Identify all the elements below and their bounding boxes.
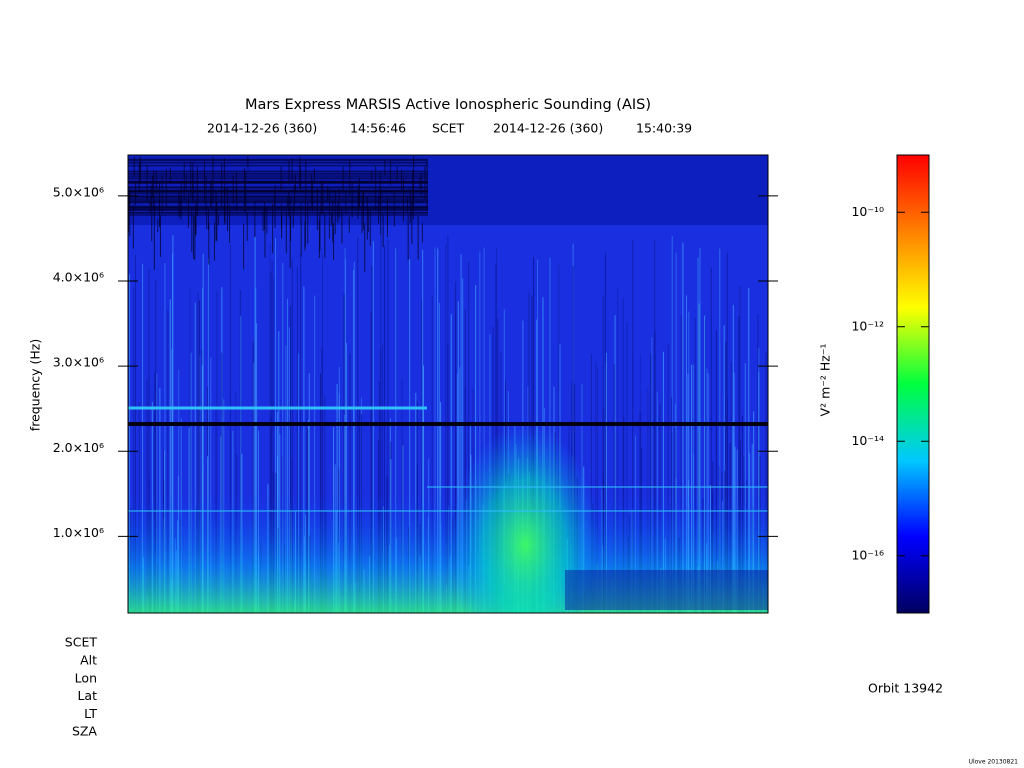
time-label: SCET — [432, 121, 465, 136]
plot-frame — [127, 154, 769, 614]
y-axis-label: frequency (Hz) — [28, 339, 43, 431]
ephemeris-label: Lat — [77, 688, 97, 703]
orbit-label: Orbit 13942 — [868, 681, 943, 696]
colorbar-label: V² m⁻² Hz⁻¹ — [818, 344, 833, 417]
start-time: 14:56:46 — [350, 121, 406, 136]
y-tick-label: 1.0×10⁶ — [53, 525, 104, 540]
y-tick-label: 3.0×10⁶ — [53, 355, 104, 370]
y-tick-label: 2.0×10⁶ — [53, 440, 104, 455]
y-tick-label: 5.0×10⁶ — [53, 184, 104, 199]
dark-low — [565, 570, 768, 610]
colorbar — [896, 154, 930, 614]
colorbar-tick-label: 10⁻¹² — [851, 318, 884, 333]
colorbar-tick-label: 10⁻¹⁴ — [851, 433, 884, 448]
start-date: 2014-12-26 (360) — [207, 121, 317, 136]
end-date: 2014-12-26 (360) — [493, 121, 603, 136]
ephemeris-label: SZA — [72, 724, 97, 739]
ephemeris-label: Alt — [80, 653, 97, 668]
colorbar-tick-label: 10⁻¹⁰ — [851, 204, 884, 219]
ephemeris-header: SCET — [65, 635, 98, 650]
blob — [450, 425, 600, 613]
ephemeris-label: LT — [84, 706, 97, 721]
chart-title: Mars Express MARSIS Active Ionospheric S… — [245, 97, 651, 113]
spectrogram — [128, 155, 768, 613]
credit: Ulove 20130821 — [969, 759, 1019, 766]
end-time: 15:40:39 — [636, 121, 692, 136]
ephemeris-label: Lon — [75, 670, 97, 685]
y-tick-label: 4.0×10⁶ — [53, 269, 104, 284]
colorbar-tick-label: 10⁻¹⁶ — [851, 547, 884, 562]
